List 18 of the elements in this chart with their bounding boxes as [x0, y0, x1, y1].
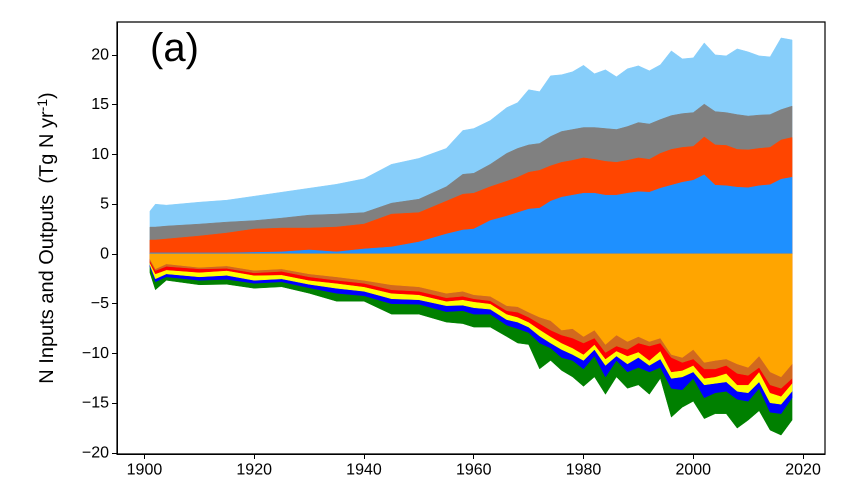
- x-tick-label: 1980: [566, 462, 602, 478]
- x-tick-label: 1900: [126, 462, 162, 478]
- x-tick-label: 1920: [236, 462, 272, 478]
- y-tick-label: −20: [82, 444, 110, 462]
- y-tick-label: −10: [82, 344, 110, 362]
- x-tick-label: 1940: [346, 462, 382, 478]
- y-axis-title: N Inputs and Outputs (Tg N yr-1): [34, 92, 58, 384]
- y-tick-label: −15: [82, 394, 110, 412]
- y-tick-label: −5: [90, 295, 110, 312]
- x-tick-label: 1960: [456, 462, 492, 478]
- y-tick-label: 20: [91, 46, 110, 64]
- y-tick-label: 10: [91, 146, 110, 163]
- annotation: (a): [150, 26, 199, 70]
- x-tick-label: 2020: [785, 462, 821, 478]
- y-tick-label: 0: [100, 245, 110, 262]
- y-tick-label: 5: [100, 196, 110, 213]
- x-tick-label: 2000: [675, 462, 712, 478]
- y-tick-label: 15: [91, 96, 110, 114]
